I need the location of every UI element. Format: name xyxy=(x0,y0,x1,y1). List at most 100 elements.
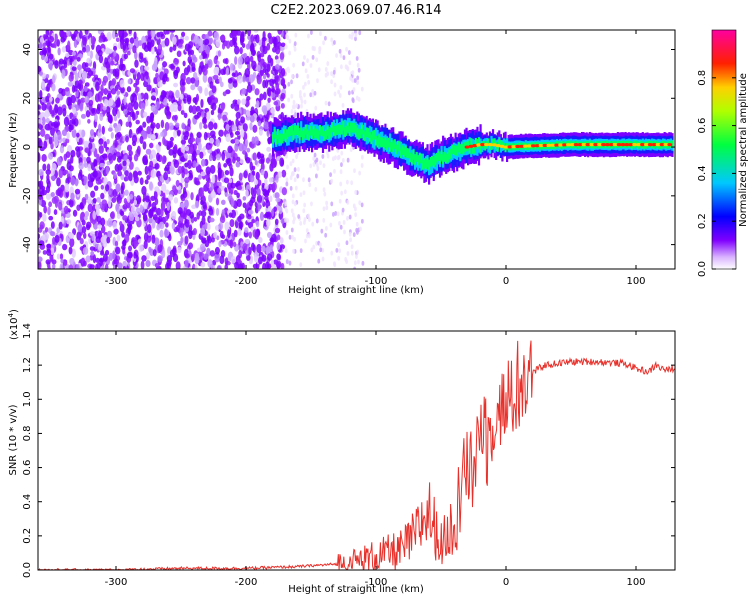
spectrogram-noise-cell xyxy=(120,86,125,94)
spectrogram-noise-cell xyxy=(78,30,83,39)
spectrogram-noise-cell xyxy=(257,152,261,158)
spectrogram-noise-cell xyxy=(104,263,109,269)
spectrogram-noise-cell xyxy=(233,229,238,238)
spectrogram-noise-cell xyxy=(38,256,43,263)
spectrogram-noise-cell xyxy=(242,243,248,252)
spectrogram-noise-cell xyxy=(179,231,184,238)
spectrogram-faint-cell xyxy=(293,104,296,110)
spectrogram-noise-cell xyxy=(100,184,105,190)
spectrogram-faint-cell xyxy=(308,182,312,188)
spectrogram-noise-cell xyxy=(38,169,44,177)
spectrogram-noise-cell xyxy=(155,101,161,110)
snr-x-label: Height of straight line (km) xyxy=(288,584,424,595)
spectrogram-noise-cell xyxy=(81,61,87,70)
spectrogram-x-label: Height of straight line (km) xyxy=(288,285,424,296)
spectrogram-noise-cell xyxy=(38,260,42,269)
spectrogram-peak-cell xyxy=(476,143,482,147)
spectrogram-faint-cell xyxy=(319,242,322,248)
spectrogram-noise-cell xyxy=(132,45,137,54)
spectrogram-noise-cell xyxy=(98,145,104,154)
spectrogram-noise-cell xyxy=(265,157,270,164)
spectrogram-noise-cell xyxy=(172,185,177,192)
spectrogram-noise-cell xyxy=(133,153,139,162)
spectrogram-noise-cell xyxy=(148,246,152,253)
spectrogram-faint-cell xyxy=(351,31,355,37)
spectrogram-noise-cell xyxy=(234,45,240,55)
spectrogram-noise-cell xyxy=(202,73,208,83)
spectrogram-noise-cell xyxy=(124,189,129,196)
spectrogram-signal-cell xyxy=(496,145,499,152)
spectrogram-noise-cell xyxy=(178,42,183,48)
spectrogram-signal-cell xyxy=(378,134,381,145)
spectrogram-noise-cell xyxy=(164,215,169,222)
spectrogram-faint-cell xyxy=(322,187,326,193)
spectrogram-noise-cell xyxy=(98,38,104,43)
spectrogram-noise-cell xyxy=(58,168,64,179)
spectrogram-noise-cell xyxy=(69,257,75,266)
spectrogram-noise-cell xyxy=(161,94,165,100)
spectrogram-noise-cell xyxy=(183,153,188,159)
spectrogram-faint-cell xyxy=(303,92,306,98)
spectrogram-noise-cell xyxy=(100,236,106,243)
spectrogram-noise-cell xyxy=(175,224,180,233)
spectrogram-signal-cell xyxy=(287,127,290,137)
spectrogram-noise-cell xyxy=(259,93,264,101)
spectrogram-noise-cell xyxy=(50,192,55,198)
spectrogram-noise-cell xyxy=(73,118,79,127)
spectrogram-peak-cell xyxy=(663,143,669,147)
spectrogram-noise-cell xyxy=(184,177,190,184)
spectrogram-faint-cell xyxy=(337,242,341,248)
spectrogram-noise-cell xyxy=(215,197,220,206)
spectrogram-noise-cell xyxy=(158,221,165,230)
spectrogram-noise-cell xyxy=(197,38,204,47)
spectrogram-faint-cell xyxy=(346,215,349,221)
spectrogram-faint-cell xyxy=(295,154,298,160)
spectrogram-noise-cell xyxy=(211,102,217,111)
spectrogram-noise-cell xyxy=(201,216,206,225)
spectrogram-noise-cell xyxy=(151,219,156,229)
spectrogram-faint-cell xyxy=(315,241,319,246)
spectrogram-noise-cell xyxy=(77,64,82,71)
spectrogram-faint-cell xyxy=(291,193,295,199)
spectrogram-noise-cell xyxy=(216,181,222,187)
spectrogram-x-tick-label: -200 xyxy=(235,276,258,287)
spectrogram-signal-cell xyxy=(420,153,423,164)
spectrogram-noise-cell xyxy=(145,195,150,203)
spectrogram-noise-cell xyxy=(97,49,103,57)
spectrogram-noise-cell xyxy=(173,69,179,76)
spectrogram-noise-cell xyxy=(68,264,74,269)
spectrogram-noise-cell xyxy=(184,219,190,228)
spectrogram-noise-cell xyxy=(128,172,133,182)
spectrogram-peak-cell xyxy=(581,143,587,147)
spectrogram-noise-cell xyxy=(249,174,255,183)
colorbar-tick-label: 0.8 xyxy=(697,70,708,86)
spectrogram-faint-cell xyxy=(360,202,364,208)
spectrogram-noise-cell xyxy=(242,75,246,82)
spectrogram-noise-cell xyxy=(133,240,139,247)
spectrogram-noise-cell xyxy=(273,101,279,106)
spectrogram-noise-cell xyxy=(126,86,132,93)
spectrogram-noise-cell xyxy=(128,150,133,157)
spectrogram-noise-cell xyxy=(268,120,273,130)
spectrogram-noise-cell xyxy=(190,253,195,262)
spectrogram-noise-cell xyxy=(99,162,105,168)
spectrogram-noise-cell xyxy=(115,151,121,158)
spectrogram-noise-cell xyxy=(199,243,206,252)
spectrogram-noise-cell xyxy=(242,196,247,201)
spectrogram-faint-cell xyxy=(342,55,346,61)
spectrogram-noise-cell xyxy=(83,160,87,167)
spectrogram-noise-cell xyxy=(231,124,237,132)
spectrogram-signal-cell xyxy=(304,124,307,135)
spectrogram-faint-cell xyxy=(358,30,362,36)
spectrogram-noise-cell xyxy=(255,171,260,181)
spectrogram-signal-cell xyxy=(474,137,477,148)
spectrogram-faint-cell xyxy=(347,50,351,55)
spectrogram-faint-cell xyxy=(286,66,290,72)
spectrogram-noise-cell xyxy=(144,99,149,107)
spectrogram-noise-cell xyxy=(46,243,52,249)
spectrogram-noise-cell xyxy=(199,55,203,60)
spectrogram-faint-cell xyxy=(307,177,311,183)
spectrogram-noise-cell xyxy=(156,170,161,177)
spectrogram-signal-cell xyxy=(374,127,378,144)
spectrogram-noise-cell xyxy=(209,137,215,144)
